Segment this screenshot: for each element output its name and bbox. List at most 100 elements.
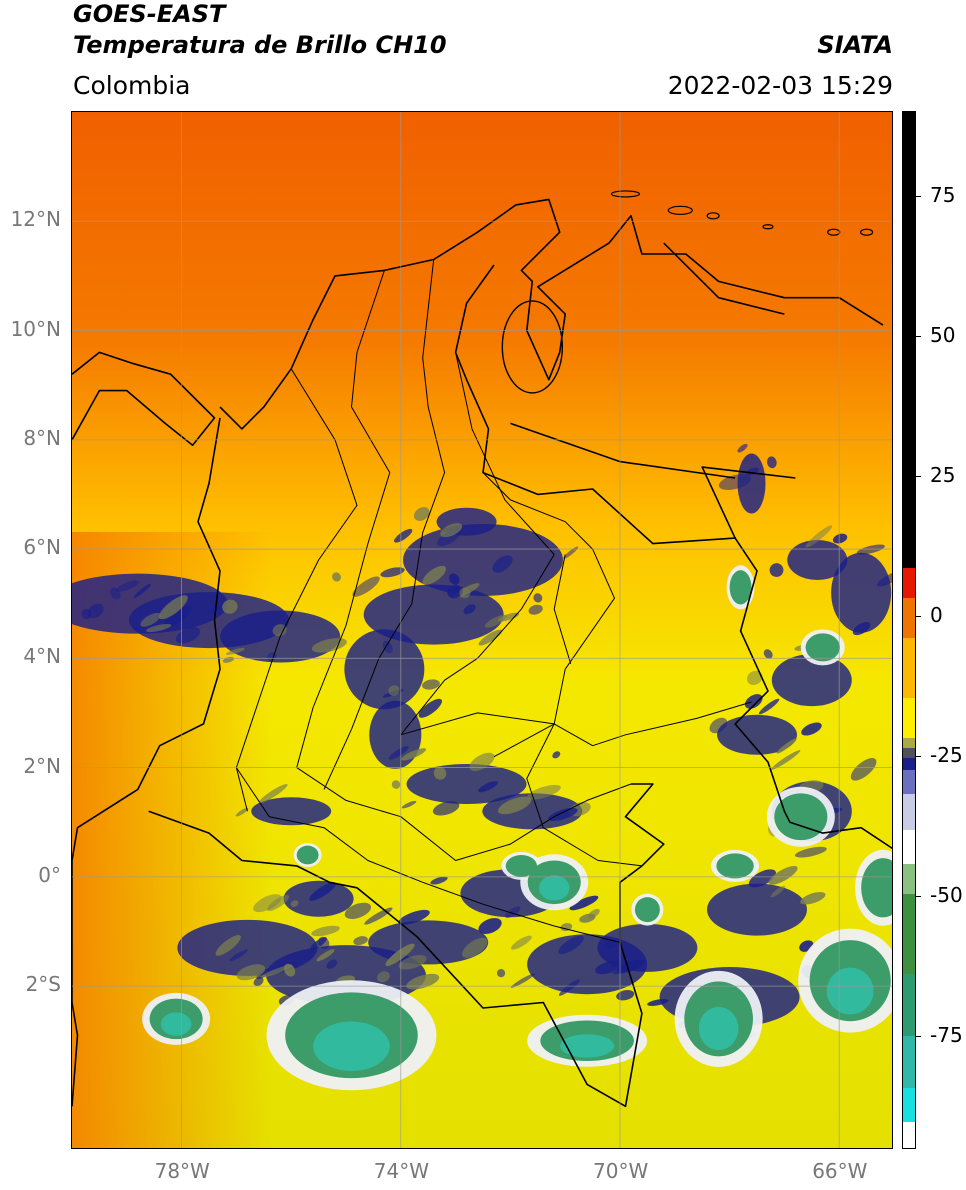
cloud-band	[737, 453, 766, 514]
cloud-streak	[344, 902, 372, 919]
cloud-streak	[326, 959, 338, 969]
island-outline	[827, 228, 841, 236]
cloud-band	[251, 797, 332, 826]
cloud-streak	[528, 604, 543, 615]
cold-cloud-core	[861, 858, 892, 918]
cloud-band	[717, 714, 797, 755]
cloud-streak	[746, 670, 763, 685]
cloud-streak	[382, 640, 393, 654]
colorbar-tick-label: 75	[930, 183, 956, 207]
latitude-tick-label: 10°N	[10, 316, 61, 341]
island-outline	[762, 224, 774, 230]
cloud-streak	[352, 576, 380, 597]
cloud-streak	[469, 752, 495, 771]
cloud-streak	[258, 784, 288, 804]
colorbar-tick-label: -75	[930, 1023, 963, 1047]
cloud-streak	[422, 565, 447, 585]
colorbar-tick	[915, 336, 921, 337]
cloud-streak	[801, 722, 822, 736]
latitude-tick-label: 8°N	[23, 425, 61, 450]
cloud-streak	[805, 525, 833, 548]
coldest-cloud-core	[560, 1034, 615, 1058]
product-title: Temperatura de Brillo CH10	[73, 31, 447, 59]
cloud-band	[368, 920, 489, 965]
cloud-streak	[433, 766, 447, 780]
cloud-streak	[876, 570, 892, 587]
department-border	[296, 767, 632, 861]
cloud-streak	[385, 943, 415, 966]
cloud-band	[597, 923, 698, 972]
cloud-streak	[497, 796, 532, 815]
cloud-streak	[133, 583, 151, 599]
satellite-title: GOES-EAST	[73, 0, 226, 28]
longitude-tick-label: 70°W	[593, 1159, 649, 1183]
cloud-streak	[388, 685, 400, 696]
cloud-streak	[394, 528, 413, 543]
latitude-tick-label: 6°N	[23, 535, 61, 560]
map-canvas	[72, 112, 892, 1148]
agency-label: SIATA	[817, 31, 893, 59]
department-border	[296, 270, 391, 768]
latitude-tick-label: 2°N	[23, 753, 61, 778]
coldest-cloud-core	[698, 1006, 739, 1051]
cloud-streak	[569, 895, 599, 911]
cloud-streak	[800, 892, 826, 905]
cloud-streak	[272, 624, 287, 637]
cloud-streak	[560, 923, 573, 932]
cloud-streak	[497, 612, 520, 622]
cloud-streak	[162, 606, 193, 629]
cloud-streak	[769, 563, 784, 577]
cloud-streak	[616, 990, 635, 1001]
cold-cloud-core	[634, 897, 660, 923]
cloud-streak	[109, 587, 121, 600]
coldest-cloud-core	[826, 967, 874, 1015]
country-border	[454, 264, 892, 850]
cloud-streak	[159, 595, 188, 620]
cloud-streak	[398, 909, 430, 925]
cloud-streak	[290, 900, 299, 907]
cloud-streak	[116, 580, 140, 592]
cloud-streak	[260, 964, 293, 978]
cloud-streak	[87, 603, 104, 619]
cloud-streak	[776, 738, 797, 754]
cloud-streak	[478, 781, 498, 793]
cold-cloud-core	[716, 853, 754, 879]
colorbar-tick	[915, 476, 921, 477]
island-outline	[859, 228, 874, 236]
cloud-streak	[604, 939, 617, 949]
brightness-temperature-map	[71, 111, 893, 1149]
cold-cloud-core	[774, 793, 828, 841]
longitude-tick-label: 74°W	[373, 1159, 430, 1183]
colorbar-tick	[915, 196, 921, 197]
cloud-streak	[461, 937, 488, 958]
cloud-features	[72, 443, 892, 1091]
department-border	[400, 701, 752, 747]
cloud-streak	[463, 604, 476, 615]
cloud-streak	[316, 949, 335, 962]
cloud-band	[831, 552, 892, 633]
latitude-tick-label: 4°N	[23, 644, 61, 669]
cloud-streak	[548, 807, 578, 821]
cloud-streak	[421, 679, 440, 690]
latitude-tick-label: 2°S	[25, 972, 61, 997]
colorbar-tick	[915, 756, 921, 757]
cloud-streak	[377, 971, 390, 983]
cloud-streak	[440, 523, 463, 538]
cloud-streak	[430, 876, 448, 885]
cloud-streak	[353, 936, 368, 946]
cloud-streak	[401, 800, 417, 809]
cloud-streak	[737, 443, 748, 453]
cloud-band	[771, 654, 852, 707]
colorbar-tick-label: -25	[930, 743, 963, 767]
cloud-streak	[448, 573, 460, 585]
cloud-streak	[832, 533, 848, 544]
cloud-streak	[256, 968, 271, 979]
department-border	[553, 554, 572, 664]
cloud-streak	[447, 585, 463, 599]
cloud-streak	[332, 572, 341, 582]
cloud-streak	[744, 694, 763, 709]
cloud-streak	[309, 882, 336, 901]
cloud-streak	[406, 973, 440, 990]
cloud-streak	[748, 869, 777, 888]
cloud-band	[363, 584, 504, 645]
